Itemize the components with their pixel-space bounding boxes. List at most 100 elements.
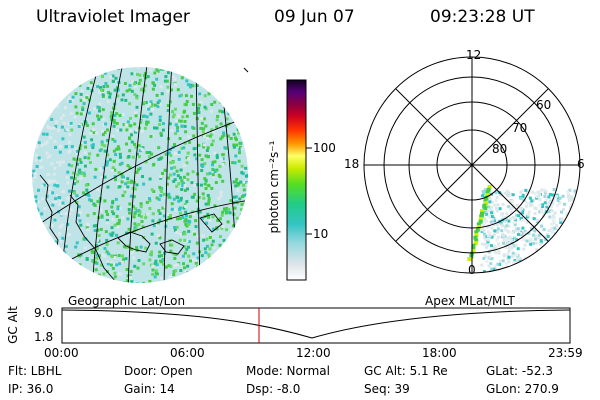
emission-pixel bbox=[172, 113, 176, 117]
emission-pixel bbox=[48, 154, 52, 158]
emission-pixel bbox=[161, 68, 165, 71]
timeline-right-label: Apex MLat/MLT bbox=[425, 294, 515, 308]
emission-pixel bbox=[175, 184, 179, 188]
polar-emission-pixel bbox=[572, 208, 576, 212]
emission-pixel bbox=[55, 268, 59, 272]
emission-pixel bbox=[78, 263, 82, 267]
emission-pixel bbox=[135, 183, 139, 187]
polar-emission-pixel bbox=[550, 222, 554, 226]
auroral-arc-pixel bbox=[483, 198, 488, 203]
emission-pixel bbox=[219, 157, 223, 161]
emission-pixel bbox=[187, 245, 190, 249]
polar-emission-pixel bbox=[511, 193, 515, 197]
auroral-arc-pixel bbox=[487, 185, 492, 189]
emission-pixel bbox=[84, 72, 88, 76]
polar-emission-pixel bbox=[579, 264, 580, 268]
emission-pixel bbox=[183, 141, 187, 145]
emission-pixel bbox=[212, 246, 216, 250]
emission-pixel bbox=[81, 111, 85, 114]
emission-pixel bbox=[220, 273, 224, 277]
polar-emission-pixel bbox=[561, 271, 565, 273]
polar-emission-pixel bbox=[497, 274, 500, 277]
polar-emission-pixel bbox=[497, 276, 500, 279]
polar-emission-pixel bbox=[570, 233, 574, 237]
emission-pixel bbox=[237, 182, 241, 185]
emission-pixel bbox=[225, 255, 229, 259]
emission-pixel bbox=[233, 77, 237, 81]
emission-pixel bbox=[240, 171, 244, 175]
polar-emission-pixel bbox=[541, 276, 544, 279]
polar-emission-pixel bbox=[521, 274, 524, 277]
polar-emission-pixel bbox=[525, 221, 529, 224]
emission-pixel bbox=[130, 179, 134, 183]
emission-pixel bbox=[70, 67, 73, 69]
emission-pixel bbox=[196, 73, 200, 77]
polar-emission-pixel bbox=[557, 247, 561, 251]
emission-pixel bbox=[242, 180, 246, 184]
emission-pixel bbox=[35, 73, 39, 77]
emission-pixel bbox=[46, 125, 50, 129]
polar-emission-pixel bbox=[530, 272, 534, 273]
polar-emission-pixel bbox=[560, 262, 564, 266]
polar-emission-pixel bbox=[551, 243, 555, 247]
emission-pixel bbox=[161, 172, 164, 175]
emission-pixel bbox=[212, 264, 215, 268]
emission-pixel bbox=[236, 183, 240, 187]
emission-pixel bbox=[137, 259, 141, 262]
emission-pixel bbox=[129, 270, 133, 274]
emission-pixel bbox=[139, 245, 143, 249]
emission-pixel bbox=[100, 214, 104, 218]
emission-pixel bbox=[224, 67, 228, 70]
emission-pixel bbox=[223, 207, 226, 211]
emission-pixel bbox=[244, 72, 248, 76]
emission-pixel bbox=[189, 281, 193, 283]
polar-emission-pixel bbox=[519, 196, 523, 200]
emission-pixel bbox=[153, 126, 156, 130]
instrument-title: Ultraviolet Imager bbox=[36, 7, 190, 27]
polar-emission-pixel bbox=[516, 247, 520, 251]
emission-pixel bbox=[116, 241, 120, 245]
polar-emission-pixel bbox=[552, 254, 556, 258]
emission-pixel bbox=[78, 168, 82, 172]
emission-pixel bbox=[114, 197, 118, 201]
emission-pixel bbox=[250, 182, 253, 185]
emission-pixel bbox=[49, 187, 53, 190]
polar-emission-pixel bbox=[518, 263, 522, 267]
emission-pixel bbox=[173, 83, 177, 87]
emission-pixel bbox=[98, 276, 102, 279]
emission-pixel bbox=[183, 281, 187, 283]
emission-pixel bbox=[113, 114, 117, 117]
emission-pixel bbox=[68, 149, 72, 153]
polar-emission-pixel bbox=[574, 242, 578, 246]
emission-pixel bbox=[96, 200, 100, 204]
emission-pixel bbox=[200, 216, 204, 220]
polar-emission-pixel bbox=[528, 204, 532, 208]
geographic-lon: GLon: 270.9 bbox=[486, 382, 559, 396]
emission-pixel bbox=[130, 72, 134, 76]
emission-pixel bbox=[116, 88, 120, 92]
emission-pixel bbox=[219, 96, 223, 100]
emission-pixel bbox=[93, 278, 97, 282]
emission-pixel bbox=[196, 265, 199, 269]
emission-pixel bbox=[138, 210, 142, 214]
polar-emission-pixel bbox=[579, 228, 580, 232]
emission-pixel bbox=[215, 227, 219, 231]
emission-pixel bbox=[80, 89, 84, 93]
emission-pixel bbox=[121, 254, 124, 258]
emission-pixel bbox=[138, 78, 142, 82]
polar-emission-pixel bbox=[497, 278, 500, 281]
polar-emission-pixel bbox=[551, 193, 554, 197]
emission-pixel bbox=[115, 147, 119, 151]
polar-emission-pixel bbox=[568, 279, 571, 282]
emission-pixel bbox=[65, 277, 69, 281]
emission-pixel bbox=[58, 150, 62, 154]
emission-pixel bbox=[200, 254, 204, 258]
emission-pixel bbox=[243, 123, 247, 127]
emission-pixel bbox=[206, 146, 210, 150]
polar-emission-pixel bbox=[574, 274, 577, 277]
emission-pixel bbox=[94, 268, 98, 272]
polar-emission-pixel bbox=[518, 276, 521, 279]
emission-pixel bbox=[211, 85, 215, 89]
emission-pixel bbox=[161, 122, 165, 126]
emission-pixel bbox=[69, 269, 73, 273]
